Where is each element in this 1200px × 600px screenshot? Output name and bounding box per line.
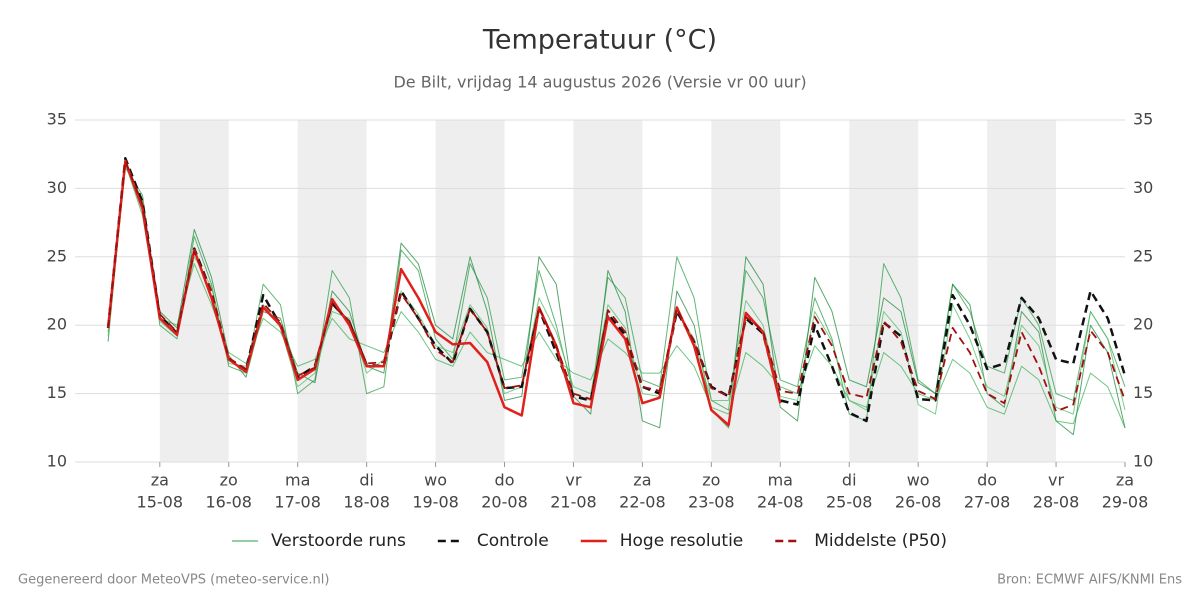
x-tick-label: 25-08 — [826, 493, 873, 512]
x-tick-label: 15-08 — [137, 493, 184, 512]
x-tick-label: 22-08 — [619, 493, 666, 512]
x-tick-weekday: do — [977, 471, 997, 490]
day-band — [573, 120, 643, 462]
footer-right: Bron: ECMWF AIFS/KNMI Ens — [997, 573, 1182, 588]
day-band — [159, 120, 229, 462]
legend-label: Middelste (P50) — [814, 531, 947, 551]
x-tick-weekday: zo — [702, 471, 720, 490]
legend-label: Verstoorde runs — [271, 531, 406, 551]
y2-tick-label: 30 — [1133, 178, 1153, 197]
y-tick-label: 30 — [47, 178, 67, 197]
y2-tick-label: 25 — [1133, 246, 1153, 265]
x-tick-label: 18-08 — [343, 493, 390, 512]
x-tick-label: 27-08 — [964, 493, 1011, 512]
x-tick-label: 19-08 — [412, 493, 459, 512]
y2-tick-label: 35 — [1133, 110, 1153, 129]
y2-tick-label: 15 — [1133, 383, 1153, 402]
x-tick-weekday: wo — [424, 471, 447, 490]
x-tick-weekday: za — [633, 471, 651, 490]
day-band — [435, 120, 505, 462]
legend-label: Controle — [477, 531, 549, 551]
x-tick-label: 26-08 — [895, 493, 942, 512]
x-tick-label: 20-08 — [481, 493, 528, 512]
day-band — [987, 120, 1057, 462]
y-tick-label: 15 — [47, 383, 67, 402]
x-tick-label: 16-08 — [205, 493, 252, 512]
x-tick-weekday: vr — [1048, 471, 1064, 490]
day-band — [711, 120, 781, 462]
legend-label: Hoge resolutie — [620, 531, 744, 551]
x-tick-weekday: di — [359, 471, 374, 490]
y-tick-label: 35 — [47, 110, 67, 129]
x-tick-label: 24-08 — [757, 493, 804, 512]
y-tick-label: 10 — [47, 452, 67, 471]
y-tick-label: 25 — [47, 246, 67, 265]
x-tick-label: 17-08 — [274, 493, 321, 512]
x-tick-weekday: do — [495, 471, 515, 490]
x-tick-weekday: za — [151, 471, 169, 490]
y2-tick-label: 10 — [1133, 452, 1153, 471]
chart-subtitle: De Bilt, vrijdag 14 augustus 2026 (Versi… — [393, 73, 806, 92]
chart-title: Temperatuur (°C) — [482, 25, 717, 56]
x-tick-label: 21-08 — [550, 493, 597, 512]
footer-left: Gegenereerd door MeteoVPS (meteo-service… — [18, 573, 329, 588]
x-tick-weekday: vr — [565, 471, 581, 490]
day-band — [849, 120, 919, 462]
grid — [75, 119, 1126, 467]
labels: 10 10 15 15 20 20 25 25 30 30 35 35 za 15-08 zo 16-08 ma… — [47, 110, 1154, 512]
series-line — [107, 159, 1126, 415]
x-tick-weekday: di — [842, 471, 857, 490]
x-tick-weekday: zo — [220, 471, 238, 490]
x-tick-label: 29-08 — [1102, 493, 1149, 512]
x-tick-weekday: ma — [285, 471, 310, 490]
x-tick-weekday: ma — [768, 471, 793, 490]
y2-tick-label: 20 — [1133, 315, 1153, 334]
day-bands — [159, 120, 1057, 462]
x-tick-label: 23-08 — [688, 493, 735, 512]
series-line — [107, 160, 1126, 436]
y-tick-label: 20 — [47, 315, 67, 334]
series-line — [107, 160, 1126, 413]
series-line — [107, 167, 1126, 422]
x-tick-weekday: za — [1116, 471, 1134, 490]
lines — [106, 157, 1127, 436]
x-tick-label: 28-08 — [1033, 493, 1080, 512]
x-tick-weekday: wo — [907, 471, 930, 490]
series-line — [107, 163, 1126, 428]
